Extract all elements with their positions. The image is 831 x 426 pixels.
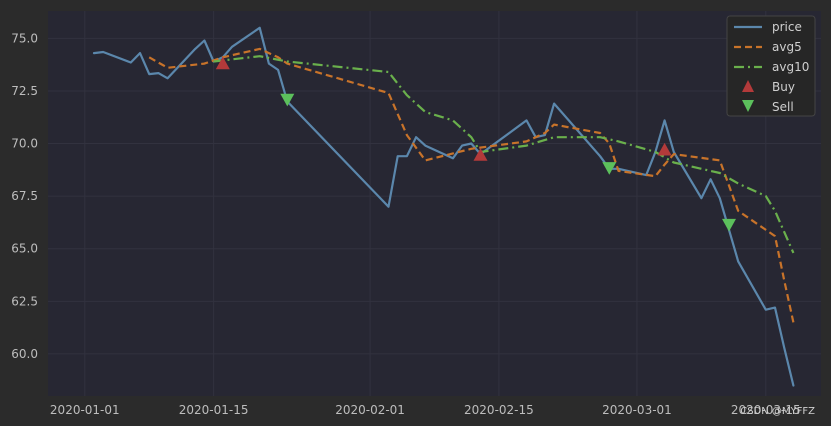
x-tick-label: 2020-01-15 (179, 403, 249, 417)
sell-marker (722, 218, 736, 232)
series-line-avg5 (148, 47, 795, 323)
y-tick-label: 60.0 (11, 347, 38, 361)
y-tick-label: 62.5 (11, 294, 38, 308)
y-tick-label: 65.0 (11, 242, 38, 256)
x-tick-label: 2020-01-01 (50, 403, 120, 417)
legend: price avg5 avg10 Buy Sell (726, 15, 816, 117)
legend-swatch-sell (742, 100, 754, 112)
series-line-avg10 (213, 55, 795, 254)
legend-label-price: price (772, 20, 802, 34)
sell-marker (602, 162, 617, 175)
series-lines (92, 26, 795, 387)
legend-label-sell: Sell (772, 100, 794, 114)
buy-marker (657, 142, 672, 156)
x-tick-label: 2020-03-01 (602, 403, 672, 417)
y-tick-label: 67.5 (11, 189, 38, 203)
buy-marker (215, 56, 230, 70)
buy-marker (473, 148, 488, 161)
legend-label-avg10: avg10 (772, 60, 809, 74)
plot-area (48, 11, 821, 396)
x-tick-label: 2020-02-01 (335, 403, 405, 417)
grid-lines (48, 11, 821, 396)
x-axis-ticks: 2020-01-01 2020-01-15 2020-02-01 2020-02-15… (50, 403, 801, 417)
y-axis-ticks: 60.0 62.5 65.0 67.5 70.0 72.5 75.0 (11, 31, 38, 361)
signal-markers (215, 56, 736, 232)
legend-label-avg5: avg5 (772, 40, 802, 54)
y-tick-label: 72.5 (11, 84, 38, 98)
watermark-text: CSDN @MYFFZ (740, 406, 815, 417)
x-tick-label: 2020-03-15 (731, 403, 801, 417)
y-tick-label: 75.0 (11, 31, 38, 45)
legend-label-buy: Buy (772, 80, 795, 94)
sell-marker (280, 93, 295, 107)
x-tick-label: 2020-02-15 (464, 403, 534, 417)
y-tick-label: 70.0 (11, 137, 38, 151)
legend-swatch-buy (742, 80, 754, 92)
series-line-price (92, 26, 795, 387)
